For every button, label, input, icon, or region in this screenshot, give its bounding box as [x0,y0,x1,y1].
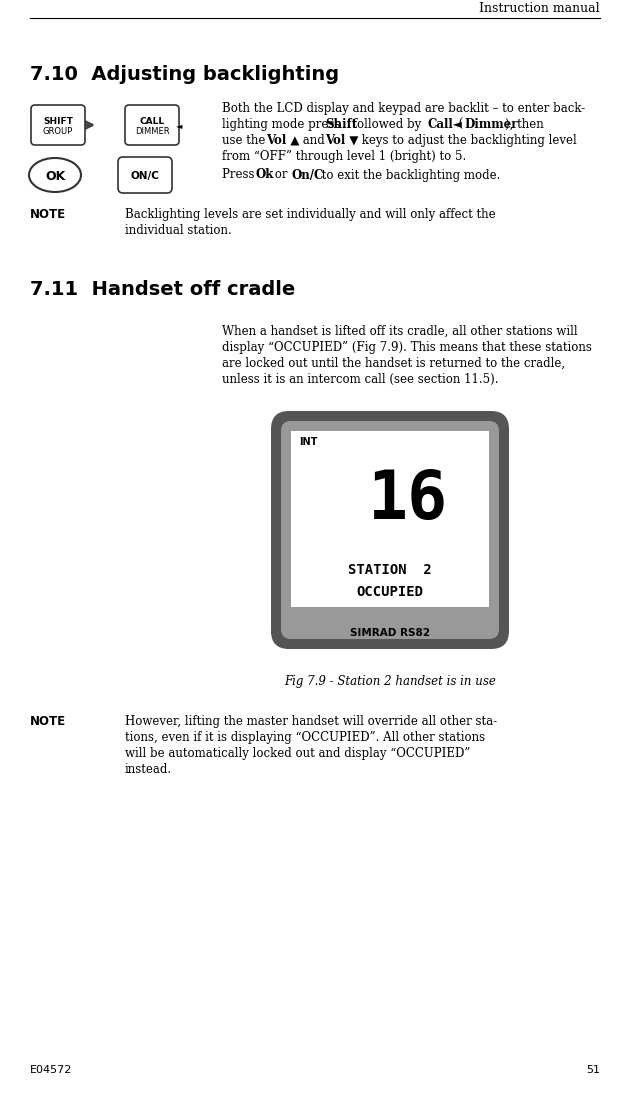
Text: Call◄: Call◄ [427,118,462,131]
FancyBboxPatch shape [291,431,489,607]
Text: E04572: E04572 [30,1065,73,1075]
FancyBboxPatch shape [281,420,499,639]
Text: ON/C: ON/C [131,171,159,181]
Text: unless it is an intercom call (see section 11.5).: unless it is an intercom call (see secti… [222,373,498,387]
Text: DIMMER: DIMMER [135,127,169,137]
FancyBboxPatch shape [125,105,179,145]
Text: from “OFF” through level 1 (bright) to 5.: from “OFF” through level 1 (bright) to 5… [222,150,466,163]
Text: 51: 51 [586,1065,600,1075]
Text: lighting mode press: lighting mode press [222,118,344,131]
Text: use the: use the [222,134,269,147]
FancyBboxPatch shape [31,105,85,145]
Text: SIMRAD RS82: SIMRAD RS82 [350,629,430,638]
Text: Vol ▲: Vol ▲ [266,134,299,147]
Text: INT: INT [299,437,317,447]
Text: ◄: ◄ [176,122,182,130]
Ellipse shape [29,158,81,192]
Text: Backlighting levels are set individually and will only affect the: Backlighting levels are set individually… [125,208,495,221]
Text: SHIFT: SHIFT [43,117,73,127]
Text: (: ( [455,118,463,131]
Text: or: or [271,169,291,182]
Text: tions, even if it is displaying “OCCUPIED”. All other stations: tions, even if it is displaying “OCCUPIE… [125,731,485,744]
Text: Ok: Ok [256,169,275,182]
Text: ), then: ), then [505,118,544,131]
Text: Dimmer: Dimmer [464,118,518,131]
Text: keys to adjust the backlighting level: keys to adjust the backlighting level [358,134,577,147]
Text: individual station.: individual station. [125,224,232,237]
Text: NOTE: NOTE [30,715,66,728]
Text: will be automatically locked out and display “OCCUPIED”: will be automatically locked out and dis… [125,747,471,760]
Text: display “OCCUPIED” (Fig 7.9). This means that these stations: display “OCCUPIED” (Fig 7.9). This means… [222,341,592,354]
Text: CALL: CALL [140,117,164,127]
Text: instead.: instead. [125,763,172,776]
Text: NOTE: NOTE [30,208,66,221]
Text: Fig 7.9 - Station 2 handset is in use: Fig 7.9 - Station 2 handset is in use [284,675,496,688]
Text: Instruction manual: Instruction manual [479,2,600,15]
Text: Both the LCD display and keypad are backlit – to enter back-: Both the LCD display and keypad are back… [222,102,585,115]
FancyBboxPatch shape [118,157,172,193]
Text: followed by: followed by [349,118,425,131]
Text: Press: Press [222,169,259,182]
Text: and: and [299,134,329,147]
Text: 16: 16 [368,466,448,533]
Text: Vol ▼: Vol ▼ [325,134,358,147]
Text: However, lifting the master handset will override all other sta-: However, lifting the master handset will… [125,715,497,728]
FancyBboxPatch shape [271,411,509,649]
Text: STATION  2: STATION 2 [348,563,432,577]
Text: are locked out until the handset is returned to the cradle,: are locked out until the handset is retu… [222,357,565,370]
Text: Shift: Shift [325,118,357,131]
Text: OK: OK [45,170,65,183]
Text: When a handset is lifted off its cradle, all other stations will: When a handset is lifted off its cradle,… [222,325,578,338]
Text: 7.11  Handset off cradle: 7.11 Handset off cradle [30,280,295,299]
Text: OCCUPIED: OCCUPIED [356,585,423,599]
Text: to exit the backlighting mode.: to exit the backlighting mode. [318,169,500,182]
Text: 7.10  Adjusting backlighting: 7.10 Adjusting backlighting [30,65,339,84]
Text: On/C: On/C [292,169,324,182]
Text: GROUP: GROUP [43,127,73,137]
